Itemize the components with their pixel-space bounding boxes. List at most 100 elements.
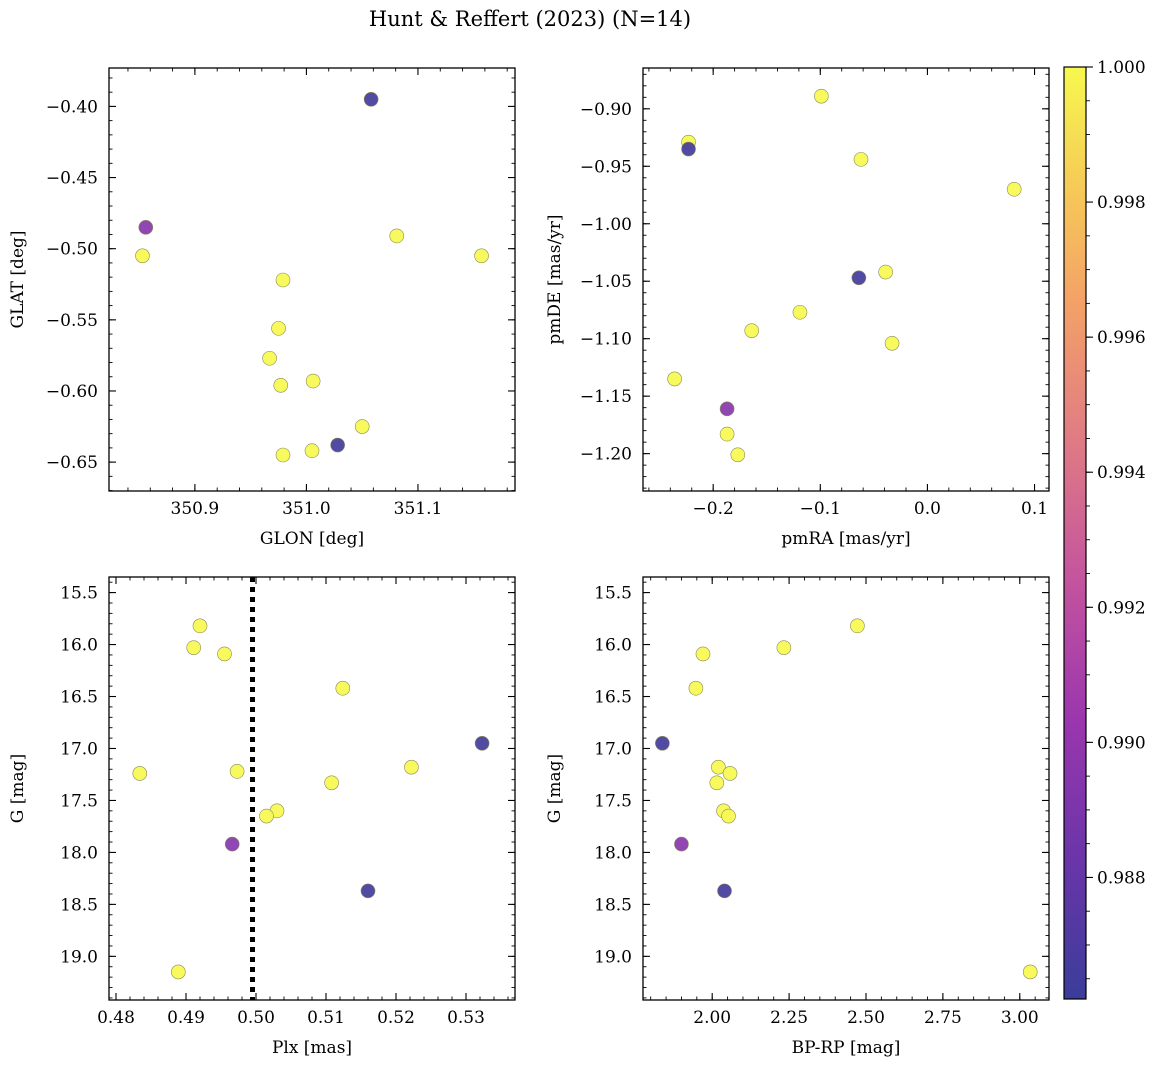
x-tick-label: 350.9 [171, 499, 220, 519]
x-tick-label: −0.2 [693, 499, 734, 519]
y-axis-label: G [mag] [545, 754, 565, 823]
colorbar: 0.988 0.990 0.992 0.994 0.996 0.998 1.000 [1063, 58, 1146, 1000]
scatter-point [721, 808, 736, 824]
y-tick-label: −0.95 [580, 157, 632, 177]
x-tick-label: 2.25 [770, 1008, 808, 1028]
scatter-point [275, 447, 291, 463]
y-tick-label: 18.5 [60, 895, 98, 915]
y-axis-label: GLAT [deg] [8, 230, 28, 328]
colorbar-tick-label: 0.992 [1097, 598, 1146, 618]
panel-pmra-pmde: −0.2 −0.1 0.0 0.1 −0.90 −0.95 −1.00 −1.05 −1.10 −… [545, 67, 1050, 549]
scatter-point [186, 640, 201, 655]
colorbar-tick-label: 0.994 [1097, 463, 1146, 483]
scatter-point [853, 152, 869, 167]
y-tick-label: −1.10 [580, 330, 632, 350]
scatter-point [354, 419, 370, 434]
x-tick-label: 0.0 [914, 499, 941, 519]
y-axis-label: G [mag] [8, 754, 28, 823]
y-tick-label: −0.40 [46, 97, 98, 117]
colorbar-gradient [1063, 66, 1087, 1000]
scatter-point [192, 618, 208, 634]
y-tick-label: −1.00 [580, 215, 632, 235]
scatter-point [719, 401, 735, 417]
axes-frame [108, 576, 516, 1001]
axes-frame [642, 67, 1050, 492]
scatter-point [138, 220, 154, 235]
y-tick-label: −1.05 [580, 272, 632, 292]
panel-bprp-g: 2.00 2.25 2.50 2.75 3.00 15.5 16.0 16.5 17.0 17.5… [545, 576, 1050, 1058]
y-tick-label: 15.5 [60, 584, 98, 604]
scatter-point [850, 618, 865, 634]
scatter-point [224, 836, 240, 852]
scatter-point [335, 680, 351, 696]
y-tick-label: 19.0 [60, 947, 98, 967]
x-tick-label: 0.50 [237, 1008, 275, 1028]
scatter-point [667, 371, 682, 387]
scatter-point [814, 88, 829, 104]
scatter-point [474, 248, 489, 264]
scatter-point [262, 350, 277, 366]
y-tick-label: −1.15 [580, 387, 632, 407]
y-tick-label: 16.5 [594, 688, 632, 708]
colorbar-tick-label: 0.998 [1097, 193, 1146, 213]
scatter-point [695, 646, 711, 662]
scatter-point [1022, 964, 1038, 980]
y-tick-label: −0.90 [580, 100, 632, 120]
scatter-point [722, 766, 738, 781]
x-axis-label: BP-RP [mag] [792, 1038, 901, 1058]
y-axis-label: pmDE [mas/yr] [545, 214, 565, 344]
scatter-point [688, 680, 704, 696]
x-tick-label: 0.53 [447, 1008, 485, 1028]
x-tick-label: 351.0 [282, 499, 331, 519]
colorbar-ticks: 0.988 0.990 0.992 0.994 0.996 0.998 1.000 [1086, 58, 1146, 980]
scatter-point [132, 766, 148, 781]
y-tick-label: 18.0 [594, 843, 632, 863]
y-tick-label: 17.0 [60, 739, 98, 759]
x-tick-label: 3.00 [1001, 1008, 1039, 1028]
figure-title: Hunt & Reffert (2023) (N=14) [369, 7, 691, 31]
y-tick-label: 17.0 [594, 739, 632, 759]
axes-frame [108, 67, 516, 492]
y-tick-label: 16.5 [60, 688, 98, 708]
scatter-point [259, 808, 274, 824]
y-tick-label: 18.0 [60, 843, 98, 863]
y-tick-label: 15.5 [594, 584, 632, 604]
y-tick-label: 17.5 [60, 791, 98, 811]
x-tick-label: 0.48 [97, 1008, 135, 1028]
x-tick-label: 2.00 [693, 1008, 731, 1028]
y-tick-label: −0.65 [46, 453, 98, 473]
y-tick-label: 18.5 [594, 895, 632, 915]
scatter-point [171, 964, 186, 980]
x-axis-label: Plx [mas] [272, 1038, 352, 1058]
colorbar-tick-label: 0.988 [1097, 868, 1146, 888]
scatter-point [360, 883, 376, 899]
y-tick-label: −0.55 [46, 311, 98, 331]
panel-glon-glat: 350.9 351.0 351.1 −0.40 −0.45 −0.50 −0.55 −0.60… [8, 67, 516, 549]
scatter-point [674, 836, 689, 852]
y-tick-label: −0.45 [46, 169, 98, 189]
x-tick-label: 0.52 [377, 1008, 415, 1028]
scatter-point [711, 759, 726, 775]
scatter-point [474, 735, 490, 751]
x-tick-label: 351.1 [394, 499, 443, 519]
x-axis-label: pmRA [mas/yr] [781, 529, 910, 549]
panel-plx-g: 0.48 0.49 0.50 0.51 0.52 0.53 15.5 16.0 16.5 17.0… [8, 576, 516, 1058]
scatter-point [717, 883, 732, 899]
scatter-point [730, 447, 746, 463]
x-tick-label: 2.50 [847, 1008, 885, 1028]
colorbar-tick-label: 0.990 [1097, 733, 1146, 753]
scatter-point [776, 640, 792, 655]
scatter-point [217, 646, 232, 662]
scatter-point [709, 775, 725, 791]
axes-frame [642, 576, 1050, 1001]
scatter-point [404, 759, 419, 775]
scatter-point [275, 272, 291, 288]
scatter-point [330, 437, 345, 453]
y-tick-label: −1.20 [580, 445, 632, 465]
scatter-point [271, 321, 286, 336]
scatter-point [792, 304, 808, 320]
scatter-point [304, 443, 320, 459]
x-tick-label: −0.1 [800, 499, 841, 519]
scatter-point [389, 228, 405, 244]
